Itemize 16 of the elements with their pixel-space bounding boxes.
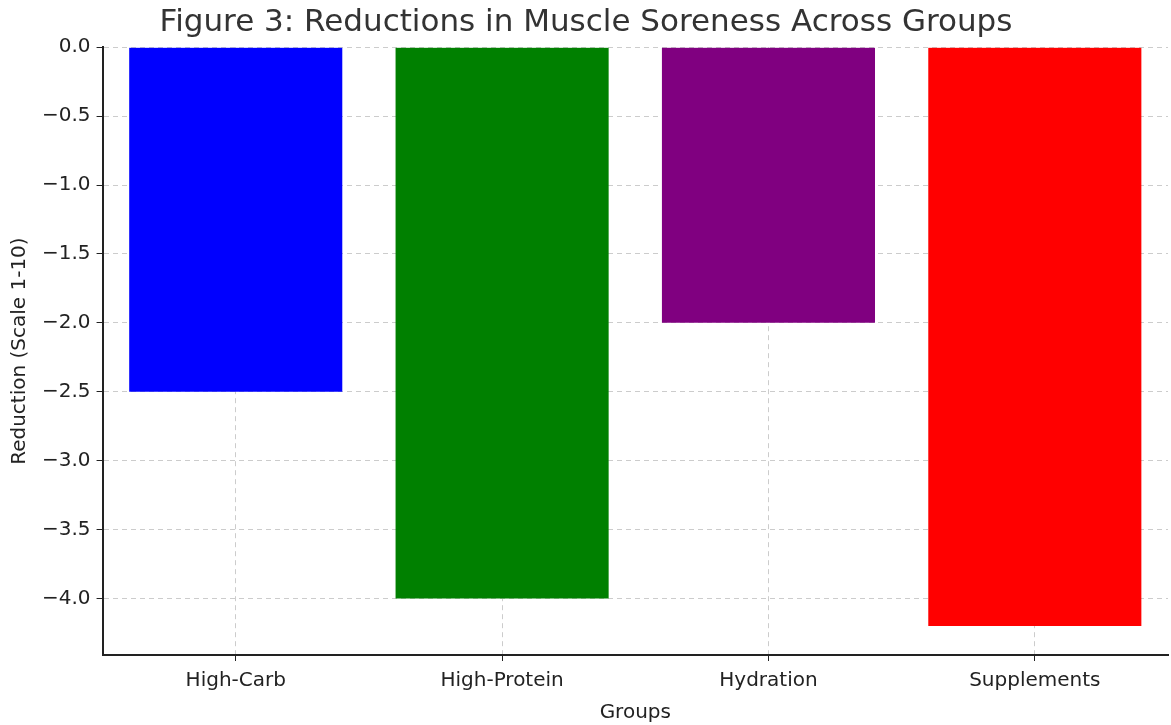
x-tick-label: Supplements xyxy=(969,667,1101,692)
x-tick-label: High-Carb xyxy=(185,667,286,692)
y-tick-label: −0.5 xyxy=(41,102,91,127)
y-tick-label: −1.5 xyxy=(41,240,91,265)
y-tick-label: −4.0 xyxy=(41,584,91,609)
x-tick-label: High-Protein xyxy=(440,667,564,692)
y-tick-label: 0.0 xyxy=(58,33,91,58)
y-tick-label: −3.0 xyxy=(41,446,91,471)
y-axis-title: Reduction (Scale 1-10) xyxy=(6,237,31,465)
chart-title: Figure 3: Reductions in Muscle Soreness Across Groups xyxy=(159,1,1013,38)
x-axis-title: Groups xyxy=(599,699,671,724)
y-tick-label: −2.0 xyxy=(41,309,91,334)
y-tick-label: −2.5 xyxy=(41,377,91,402)
y-tick-label: −3.5 xyxy=(41,515,91,540)
y-tick-label: −1.0 xyxy=(41,171,91,196)
x-tick-label: Hydration xyxy=(719,667,818,692)
